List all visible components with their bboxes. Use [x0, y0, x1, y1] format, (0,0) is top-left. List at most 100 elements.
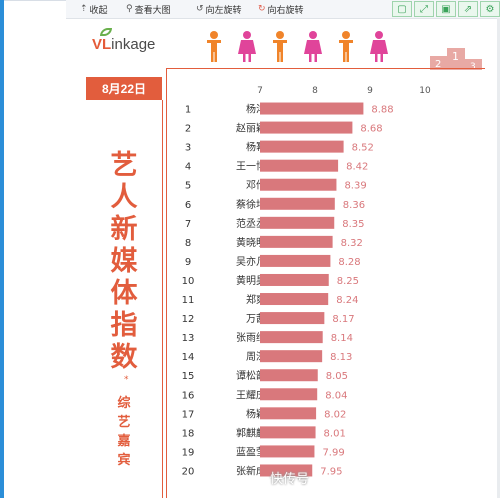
rank-number: 1: [185, 105, 191, 116]
celebrity-name: 张雨绮: [236, 331, 266, 344]
rank-number: 17: [182, 409, 195, 420]
celebrity-name: 黄明昊: [236, 274, 266, 287]
value-label: 8.52: [352, 143, 374, 154]
toolbar-icon-group: ▢ ⤢ ▣ ⇗ ⚙: [390, 0, 500, 18]
bar: [260, 121, 353, 134]
celebrity-name: 郭麒麟: [236, 426, 266, 439]
rank-number: 4: [185, 162, 191, 173]
celebrity-name: 蔡徐坤: [236, 198, 266, 211]
bar: [260, 216, 335, 229]
vlinkage-logo: VLinkage: [92, 36, 156, 53]
bar: [260, 254, 331, 267]
value-label: 8.24: [336, 295, 358, 306]
value-label: 8.13: [330, 352, 352, 363]
bar: [260, 102, 364, 115]
collapse-label: 收起: [89, 5, 108, 16]
ranking-bar-chart: 7 8 9 101 杨洋 8.882 赵丽颖 8.683 杨幂 8.524 王一博 8.425 邓伦 8.…: [182, 86, 431, 477]
rank-number: 12: [182, 314, 195, 325]
rank-number: 16: [182, 390, 195, 401]
bar: [260, 235, 333, 248]
value-label: 8.25: [337, 276, 359, 287]
celebrity-name: 王一博: [236, 160, 266, 173]
collapse-button[interactable]: ⇡ 收起: [80, 2, 108, 16]
x-tick-label: 9: [367, 86, 373, 96]
value-label: 8.88: [371, 105, 393, 116]
footnote-star: *: [124, 375, 129, 385]
svg-text:2: 2: [435, 59, 441, 70]
value-label: 7.95: [320, 466, 342, 477]
rank-number: 5: [185, 181, 191, 192]
person-icon: [207, 31, 221, 62]
rank-number: 7: [185, 219, 191, 230]
view-large-button[interactable]: ⚲ 查看大图: [126, 2, 171, 16]
share-icon[interactable]: ⇗: [458, 1, 478, 17]
viewer-left-pane: [4, 0, 66, 498]
top-divider: [4, 0, 66, 1]
bar: [260, 369, 318, 382]
bar: [260, 273, 329, 286]
value-label: 8.39: [344, 181, 366, 192]
expand-icon[interactable]: ⤢: [414, 1, 434, 17]
rotate-right-icon: ↻: [258, 4, 266, 14]
celebrity-name: 谭松韵: [236, 369, 266, 382]
rank-number: 19: [182, 447, 195, 458]
date-badge: 8月22日: [86, 77, 162, 100]
rank-number: 18: [182, 428, 195, 439]
rank-number: 2: [185, 124, 191, 135]
rank-number: 3: [185, 143, 191, 154]
rank-number: 11: [182, 295, 195, 306]
celebrity-name: 黄晓明: [236, 236, 266, 249]
value-label: 8.42: [346, 162, 368, 173]
bar: [260, 140, 344, 153]
chart-top-border: [166, 68, 485, 69]
scrollbar-track[interactable]: [497, 18, 500, 498]
bar: [260, 293, 329, 306]
rank-number: 15: [182, 371, 195, 382]
rotate-right-label: 向右旋转: [267, 5, 304, 16]
bar: [260, 197, 335, 210]
person-icon: [238, 31, 256, 62]
value-label: 8.04: [325, 390, 347, 401]
bar: [260, 445, 315, 458]
rotate-left-icon: ↺: [196, 4, 204, 14]
value-label: 8.17: [332, 314, 354, 325]
chart-left-border: [166, 68, 167, 498]
rank-number: 14: [182, 352, 195, 363]
main-title: 艺 人 新 媒 体 指 数: [110, 150, 138, 373]
value-label: 8.32: [341, 238, 363, 249]
fit-icon[interactable]: ▢: [392, 1, 412, 17]
bar: [260, 426, 316, 439]
celebrity-name: 范丞丞: [236, 217, 266, 230]
bar: [260, 407, 317, 420]
bar: [260, 464, 313, 477]
bar: [260, 159, 339, 172]
sub-title: 综 艺 嘉 宾: [117, 396, 131, 468]
collapse-icon: ⇡: [80, 4, 88, 14]
svg-text:3: 3: [470, 62, 476, 70]
person-icon: [339, 31, 353, 62]
value-label: 8.02: [324, 409, 346, 420]
value-label: 8.01: [324, 428, 346, 439]
person-icon: [370, 31, 388, 62]
rotate-left-label: 向左旋转: [205, 5, 242, 16]
rotate-left-button[interactable]: ↺ 向左旋转: [196, 2, 242, 16]
celebrity-name: 吴亦凡: [236, 255, 266, 268]
value-label: 7.99: [322, 447, 344, 458]
viewer-left-strip: [0, 0, 4, 498]
bar: [260, 312, 325, 325]
value-label: 8.68: [360, 124, 382, 135]
person-icon: [304, 31, 322, 62]
value-label: 8.14: [331, 333, 353, 344]
title-panel: 艺 人 新 媒 体 指 数 * 综 艺 嘉 宾: [86, 100, 163, 498]
rank-number: 8: [185, 238, 191, 249]
svg-text:1: 1: [452, 50, 459, 63]
rank-number: 9: [185, 257, 191, 268]
podium-icon: 2 1 3: [430, 48, 482, 70]
rank-number: 6: [185, 200, 191, 211]
bar: [260, 178, 337, 191]
x-tick-label: 7: [257, 86, 263, 96]
save-icon[interactable]: ▣: [436, 1, 456, 17]
rotate-right-button[interactable]: ↻ 向右旋转: [258, 2, 304, 16]
bar: [260, 331, 323, 344]
celebrity-name: 赵丽颖: [236, 122, 266, 135]
